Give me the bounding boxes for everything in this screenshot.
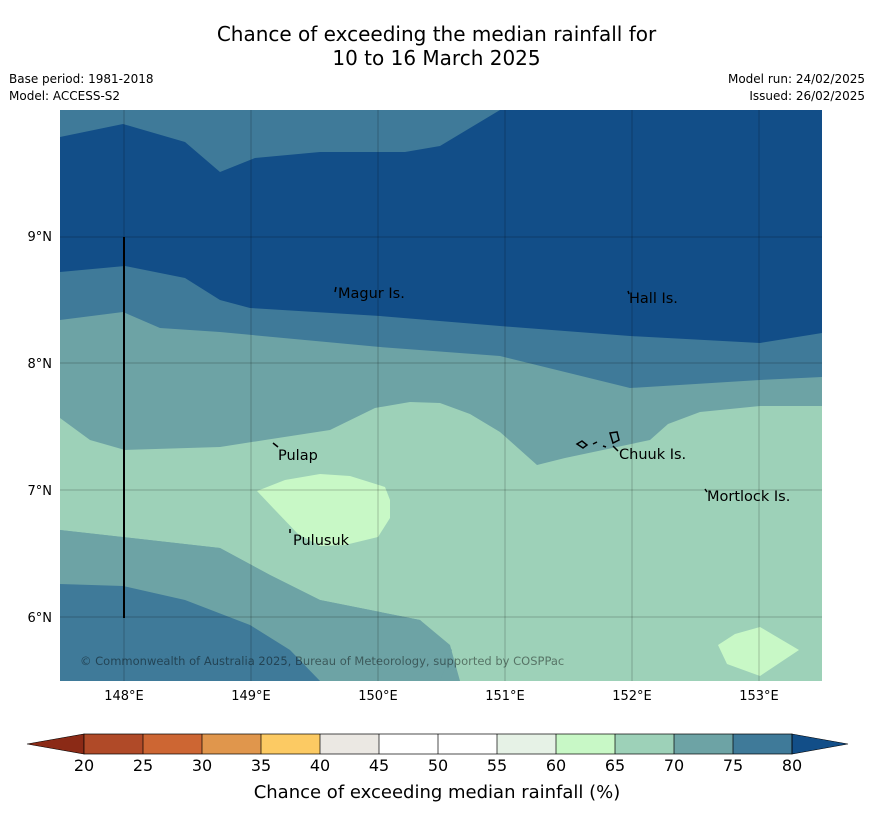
colorbar-seg-35-40 xyxy=(261,734,320,754)
meta-left: Base period: 1981-2018 Model: ACCESS-S2 xyxy=(9,71,154,105)
colorbar-tick-75: 75 xyxy=(723,756,743,775)
colorbar-tick-20: 20 xyxy=(74,756,94,775)
lon-label-148e: 148°E xyxy=(104,689,144,704)
issued-text: Issued: 26/02/2025 xyxy=(749,89,865,103)
pulap-island-mark xyxy=(272,442,279,448)
place-label-mortlock: Mortlock Is. xyxy=(707,489,790,505)
colorbar-seg-55-60 xyxy=(497,734,556,754)
lat-label-6n: 6°N xyxy=(28,611,53,626)
colorbar-title: Chance of exceeding median rainfall (%) xyxy=(254,782,621,803)
colorbar-seg-70-75 xyxy=(674,734,733,754)
band-60-65-southeast xyxy=(718,627,799,676)
colorbar-tick-55: 55 xyxy=(487,756,507,775)
lon-label-150e: 150°E xyxy=(358,689,398,704)
band-60-65-central xyxy=(257,474,390,546)
colorbar-tick-35: 35 xyxy=(251,756,271,775)
colorbar-seg-65-70 xyxy=(615,734,674,754)
hall-island-mark xyxy=(627,290,630,295)
colorbar-arrow-low xyxy=(26,733,85,755)
lon-label-149e: 149°E xyxy=(231,689,271,704)
colorbar-seg-60-65 xyxy=(556,734,615,754)
lon-label-151e: 151°E xyxy=(485,689,525,704)
colorbar-tick-65: 65 xyxy=(605,756,625,775)
place-label-pulusuk: Pulusuk xyxy=(293,533,350,549)
meta-right: Model run: 24/02/2025 Issued: 26/02/2025 xyxy=(728,71,865,105)
colorbar-ticks: 20 25 30 35 40 45 50 55 60 65 70 75 80 xyxy=(74,756,802,775)
colorbar-tick-45: 45 xyxy=(369,756,389,775)
chuuk-island-mark-3 xyxy=(602,445,607,448)
colorbar-tick-80: 80 xyxy=(782,756,802,775)
map-area: Magur Is. Hall Is. Pulap Chuuk Is. Mortl… xyxy=(60,110,822,681)
lon-label-152e: 152°E xyxy=(612,689,652,704)
lat-label-8n: 8°N xyxy=(28,357,53,372)
island-marks xyxy=(272,286,708,533)
chuuk-island-mark-2 xyxy=(592,441,598,445)
base-period-text: Base period: 1981-2018 xyxy=(9,72,154,86)
lat-labels: 9°N 8°N 7°N 6°N xyxy=(28,230,53,626)
chuuk-island-mark-5 xyxy=(612,445,619,452)
magur-island-mark xyxy=(334,286,337,293)
chuuk-island-mark-1 xyxy=(575,440,589,449)
lon-label-153e: 153°E xyxy=(739,689,779,704)
place-labels: Magur Is. Hall Is. Pulap Chuuk Is. Mortl… xyxy=(278,286,790,549)
place-label-hall: Hall Is. xyxy=(629,291,678,307)
place-label-magur: Magur Is. xyxy=(338,286,405,302)
band-65-70 xyxy=(60,402,822,681)
colorbar-tick-70: 70 xyxy=(664,756,684,775)
colorbar-tick-30: 30 xyxy=(192,756,212,775)
colorbar: 20 25 30 35 40 45 50 55 60 65 70 75 80 C… xyxy=(26,733,849,803)
colorbar-tick-50: 50 xyxy=(428,756,448,775)
title-line-1: Chance of exceeding the median rainfall … xyxy=(216,22,657,46)
band-above-80-north xyxy=(60,110,822,343)
map-title: Chance of exceeding the median rainfall … xyxy=(0,22,873,70)
colorbar-seg-75-80 xyxy=(733,734,792,754)
mortlock-island-mark xyxy=(704,488,708,493)
colorbar-tick-40: 40 xyxy=(310,756,330,775)
colorbar-arrow-high xyxy=(791,733,849,755)
colorbar-tick-25: 25 xyxy=(133,756,153,775)
lat-label-7n: 7°N xyxy=(28,484,53,499)
chuuk-island-mark-4 xyxy=(609,431,620,445)
place-label-pulap: Pulap xyxy=(278,448,318,464)
colorbar-seg-20-25 xyxy=(84,734,143,754)
colorbar-seg-45-50 xyxy=(379,734,438,754)
copyright-text: © Commonwealth of Australia 2025, Bureau… xyxy=(80,654,564,668)
place-label-chuuk: Chuuk Is. xyxy=(619,447,686,463)
colorbar-seg-25-30 xyxy=(143,734,202,754)
colorbar-seg-30-35 xyxy=(202,734,261,754)
colorbar-tick-60: 60 xyxy=(546,756,566,775)
colorbar-seg-40-45 xyxy=(320,734,379,754)
colorbar-dividers xyxy=(83,733,793,755)
model-text: Model: ACCESS-S2 xyxy=(9,89,121,103)
lon-labels: 148°E 149°E 150°E 151°E 152°E 153°E xyxy=(104,689,779,704)
colorbar-seg-50-55 xyxy=(438,734,497,754)
model-run-text: Model run: 24/02/2025 xyxy=(727,72,865,86)
title-line-2: 10 to 16 March 2025 xyxy=(332,46,541,70)
lat-label-9n: 9°N xyxy=(28,230,53,245)
